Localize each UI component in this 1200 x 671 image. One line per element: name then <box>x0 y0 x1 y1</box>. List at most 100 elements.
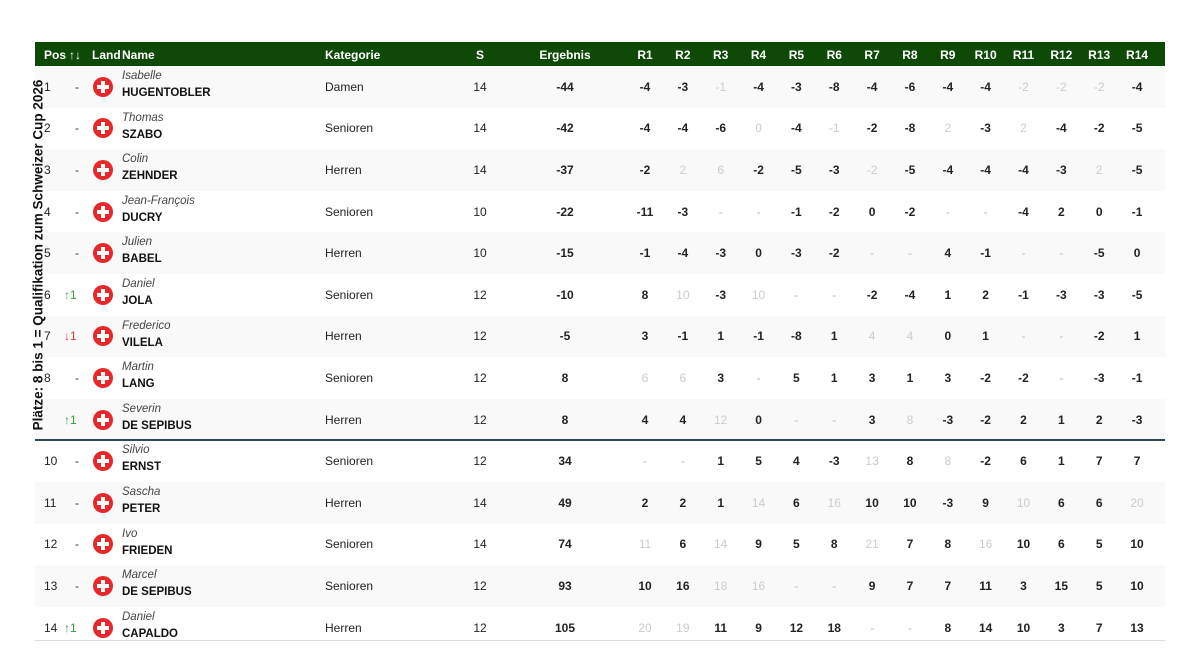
column-header: R10 <box>974 48 997 62</box>
round-score: -1 <box>1131 204 1143 219</box>
round-score: -2 <box>866 287 878 302</box>
round-score: -4 <box>639 79 651 94</box>
last-name: HUGENTOBLER <box>122 87 211 99</box>
round-score: 3 <box>641 329 649 344</box>
round-score: -3 <box>1093 287 1105 302</box>
round-score: 2 <box>982 287 989 302</box>
rounds-count: 10 <box>473 246 487 261</box>
round-score: 1 <box>1058 454 1065 469</box>
round-score: -6 <box>904 79 916 94</box>
round-score: 9 <box>755 620 762 635</box>
last-name: FRIEDEN <box>122 544 173 557</box>
round-score: - <box>983 204 988 219</box>
round-score: 1 <box>830 329 838 344</box>
round-score: -4 <box>942 79 954 94</box>
rounds-count: 14 <box>473 79 487 94</box>
round-score: -1 <box>639 246 651 261</box>
table-row: 4- Jean-François DUCRY Senioren 10 -22 -11 -3- -… <box>35 190 1165 233</box>
last-name: JOLA <box>122 295 153 307</box>
category: Senioren <box>325 121 374 136</box>
round-score: -3 <box>1131 412 1143 427</box>
position-change: ↑1 <box>64 412 77 427</box>
first-name: Severin <box>122 402 161 415</box>
round-score: 10 <box>865 495 879 510</box>
round-score: -2 <box>1056 79 1067 94</box>
round-score: - <box>1021 329 1026 344</box>
result: 105 <box>554 620 576 635</box>
round-score: 7 <box>1133 454 1141 469</box>
position-change: - <box>75 537 79 552</box>
round-score: 6 <box>1058 537 1065 552</box>
round-score: -5 <box>1131 287 1143 302</box>
position-change: - <box>75 204 79 219</box>
round-score: 11 <box>979 578 992 593</box>
result: 93 <box>558 578 572 593</box>
round-score: -4 <box>753 79 764 94</box>
swiss-flag <box>93 284 113 305</box>
round-score: 6 <box>679 370 687 385</box>
round-score: 1 <box>906 370 914 385</box>
round-score: -8 <box>828 79 840 94</box>
rounds-count: 12 <box>473 578 487 593</box>
first-name: Thomas <box>122 111 164 124</box>
first-name: Frederico <box>122 319 171 332</box>
round-score: 16 <box>827 495 841 510</box>
swiss-flag <box>93 159 113 180</box>
round-score: -2 <box>1093 329 1105 344</box>
table-row: 14 ↑1 Daniel CAPALDO Herren 12 105 20 19 11 9 12 18 -… <box>35 606 1165 640</box>
round-score: 18 <box>714 578 728 593</box>
round-score: -1 <box>791 204 802 219</box>
round-score: -2 <box>980 412 991 427</box>
round-score: -4 <box>1056 121 1067 136</box>
round-score: 6 <box>1095 495 1103 510</box>
round-score: 8 <box>944 620 952 635</box>
result: 34 <box>558 454 572 469</box>
round-score: 2 <box>679 162 687 177</box>
round-score: -4 <box>1018 162 1029 177</box>
position: 4 <box>44 204 51 219</box>
first-name: Sascha <box>122 486 161 498</box>
round-score: -8 <box>904 121 916 136</box>
round-score: 7 <box>1095 454 1103 469</box>
round-score: -5 <box>904 162 916 177</box>
round-score: -2 <box>828 204 840 219</box>
round-score: -4 <box>791 121 802 136</box>
round-score: 6 <box>793 495 800 510</box>
round-score: 10 <box>903 495 917 510</box>
round-score: -3 <box>677 79 689 94</box>
position-change: - <box>75 578 79 593</box>
round-score: 8 <box>944 454 952 469</box>
column-header: R13 <box>1088 48 1111 62</box>
round-score: -5 <box>791 162 802 177</box>
category: Herren <box>325 620 362 635</box>
round-score: - <box>756 370 761 385</box>
swiss-flag <box>93 409 113 430</box>
round-score: -4 <box>677 246 689 261</box>
column-header: ↑↓ <box>69 48 81 62</box>
round-score: 2 <box>1058 204 1065 219</box>
round-score: -2 <box>1093 121 1105 136</box>
round-score: 7 <box>906 578 914 593</box>
round-score: - <box>1059 370 1064 385</box>
position: 8 <box>44 370 51 385</box>
position: 12 <box>44 537 58 552</box>
round-score: - <box>1059 246 1064 261</box>
round-score: 10 <box>1016 495 1031 510</box>
round-score: 3 <box>1020 578 1027 593</box>
round-score: 6 <box>1020 454 1027 469</box>
round-score: -3 <box>1093 370 1105 385</box>
position: 11 <box>44 495 57 510</box>
swiss-flag <box>93 617 113 638</box>
round-score: -2 <box>828 246 840 261</box>
first-name: Colin <box>122 153 149 166</box>
round-score: 9 <box>982 495 989 510</box>
round-score: 11 <box>638 537 652 552</box>
round-score: - <box>870 620 875 635</box>
swiss-flag <box>93 118 113 139</box>
round-score: 20 <box>1130 495 1144 510</box>
round-score: -3 <box>1056 287 1067 302</box>
round-score: 1 <box>717 495 725 510</box>
round-score: 4 <box>679 412 687 427</box>
round-score: -3 <box>791 246 802 261</box>
